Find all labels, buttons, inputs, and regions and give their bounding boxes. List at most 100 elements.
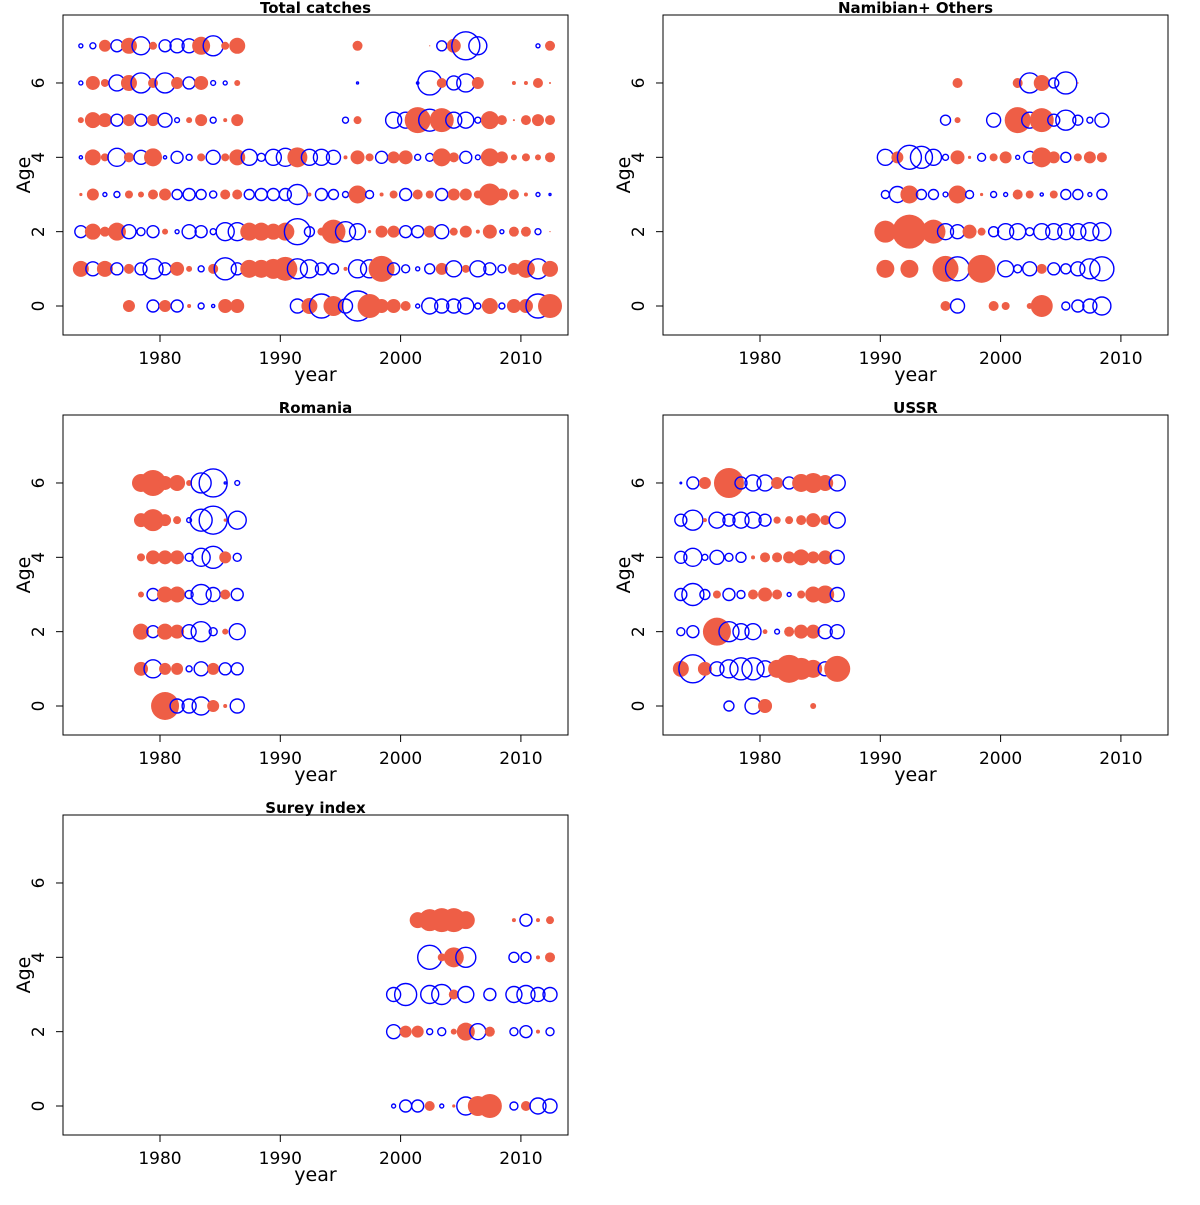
positive-residual-bubble bbox=[219, 551, 232, 564]
positive-residual-bubble bbox=[456, 1022, 475, 1041]
negative-residual-bubble bbox=[169, 38, 185, 54]
negative-residual-bubble bbox=[1025, 226, 1035, 237]
negative-residual-bubble bbox=[78, 43, 84, 49]
positive-residual-bubble bbox=[159, 514, 172, 527]
positive-residual-bubble bbox=[429, 108, 454, 133]
positive-residual-bubble bbox=[1047, 151, 1060, 164]
negative-residual-bubble bbox=[1002, 191, 1009, 198]
negative-residual-bubble bbox=[509, 1026, 519, 1037]
positive-residual-bubble bbox=[535, 955, 540, 960]
negative-residual-bubble bbox=[327, 188, 340, 201]
positive-residual-bubble bbox=[1004, 107, 1031, 134]
y-tick-label: 6 bbox=[629, 78, 649, 89]
negative-residual-bubble bbox=[185, 153, 193, 162]
negative-residual-bubble bbox=[1089, 256, 1115, 282]
negative-residual-bubble bbox=[347, 259, 368, 279]
negative-residual-bubble bbox=[170, 150, 184, 165]
negative-residual-bubble bbox=[386, 262, 401, 276]
negative-residual-bubble bbox=[445, 111, 463, 129]
positive-residual-bubble bbox=[132, 623, 149, 640]
positive-residual-bubble bbox=[195, 114, 208, 127]
positive-residual-bubble bbox=[989, 153, 998, 162]
x-tick-label: 1980 bbox=[738, 749, 781, 769]
bubbles bbox=[72, 31, 563, 322]
negative-residual-bubble bbox=[451, 31, 481, 61]
bubbles bbox=[672, 467, 851, 715]
negative-residual-bubble bbox=[424, 263, 436, 275]
x-tick-label: 2000 bbox=[379, 349, 422, 369]
y-tick-label: 0 bbox=[29, 1101, 49, 1112]
plot-frame bbox=[662, 414, 1169, 736]
positive-residual-bubble bbox=[374, 299, 389, 313]
negative-residual-bubble bbox=[744, 511, 762, 529]
negative-residual-bubble bbox=[420, 984, 440, 1005]
bubbles bbox=[385, 908, 558, 1118]
negative-residual-bubble bbox=[425, 152, 435, 163]
positive-residual-bubble bbox=[461, 264, 470, 273]
negative-residual-bubble bbox=[390, 1103, 397, 1109]
negative-residual-bubble bbox=[194, 224, 208, 239]
y-axis-label: Age bbox=[13, 557, 35, 594]
positive-residual-bubble bbox=[350, 150, 365, 165]
positive-residual-bubble bbox=[387, 151, 400, 164]
positive-residual-bubble bbox=[423, 225, 436, 238]
negative-residual-bubble bbox=[741, 657, 765, 681]
negative-residual-bubble bbox=[312, 148, 331, 167]
negative-residual-bubble bbox=[1054, 71, 1078, 95]
negative-residual-bubble bbox=[1047, 262, 1061, 276]
negative-residual-bubble bbox=[915, 188, 928, 201]
negative-residual-bubble bbox=[941, 153, 950, 162]
negative-residual-bubble bbox=[927, 188, 940, 201]
positive-residual-bubble bbox=[892, 214, 927, 249]
positive-residual-bubble bbox=[447, 188, 460, 201]
x-tick-label: 1990 bbox=[859, 349, 902, 369]
negative-residual-bubble bbox=[1080, 221, 1100, 242]
positive-residual-bubble bbox=[806, 513, 821, 528]
negative-residual-bubble bbox=[169, 698, 185, 714]
positive-residual-bubble bbox=[357, 294, 382, 318]
negative-residual-bubble bbox=[185, 665, 193, 673]
y-tick-label: 2 bbox=[29, 1026, 49, 1037]
positive-residual-bubble bbox=[432, 148, 451, 167]
negative-residual-bubble bbox=[1070, 261, 1086, 277]
negative-residual-bubble bbox=[1045, 222, 1063, 241]
negative-residual-bubble bbox=[519, 913, 533, 927]
positive-residual-bubble bbox=[171, 662, 184, 675]
negative-residual-bubble bbox=[186, 517, 193, 524]
negative-residual-bubble bbox=[499, 228, 505, 235]
negative-residual-bubble bbox=[341, 190, 350, 199]
positive-residual-bubble bbox=[713, 467, 744, 498]
positive-residual-bubble bbox=[323, 296, 344, 316]
negative-residual-bubble bbox=[686, 624, 700, 639]
negative-residual-bubble bbox=[483, 262, 497, 276]
x-tick-label: 2000 bbox=[979, 349, 1022, 369]
negative-residual-bubble bbox=[243, 188, 255, 201]
negative-residual-bubble bbox=[146, 299, 160, 313]
positive-residual-bubble bbox=[793, 549, 810, 566]
positive-residual-bubble bbox=[222, 628, 229, 635]
y-axis-label: Age bbox=[613, 557, 635, 594]
negative-residual-bubble bbox=[384, 111, 403, 129]
negative-residual-bubble bbox=[722, 587, 736, 602]
positive-residual-bubble bbox=[207, 700, 220, 712]
negative-residual-bubble bbox=[157, 112, 173, 128]
positive-residual-bubble bbox=[480, 111, 499, 130]
positive-residual-bubble bbox=[751, 555, 756, 560]
positive-residual-bubble bbox=[398, 150, 413, 165]
positive-residual-bubble bbox=[352, 40, 363, 51]
negative-residual-bubble bbox=[709, 661, 725, 677]
negative-residual-bubble bbox=[229, 698, 245, 714]
positive-residual-bubble bbox=[122, 114, 135, 127]
negative-residual-bubble bbox=[729, 657, 753, 681]
negative-residual-bubble bbox=[876, 148, 895, 167]
negative-residual-bubble bbox=[542, 1098, 558, 1114]
positive-residual-bubble bbox=[400, 301, 411, 311]
positive-residual-bubble bbox=[523, 80, 528, 85]
positive-residual-bubble bbox=[386, 299, 401, 313]
positive-residual-bubble bbox=[194, 75, 209, 90]
x-tick-label: 1990 bbox=[259, 349, 302, 369]
negative-residual-bubble bbox=[314, 187, 329, 202]
bubble-panel: Total catches 1980 1990 2000 2010 0 2 4 6 year Age bbox=[13, 0, 569, 386]
positive-residual-bubble bbox=[234, 79, 241, 86]
negative-residual-bubble bbox=[474, 302, 482, 310]
